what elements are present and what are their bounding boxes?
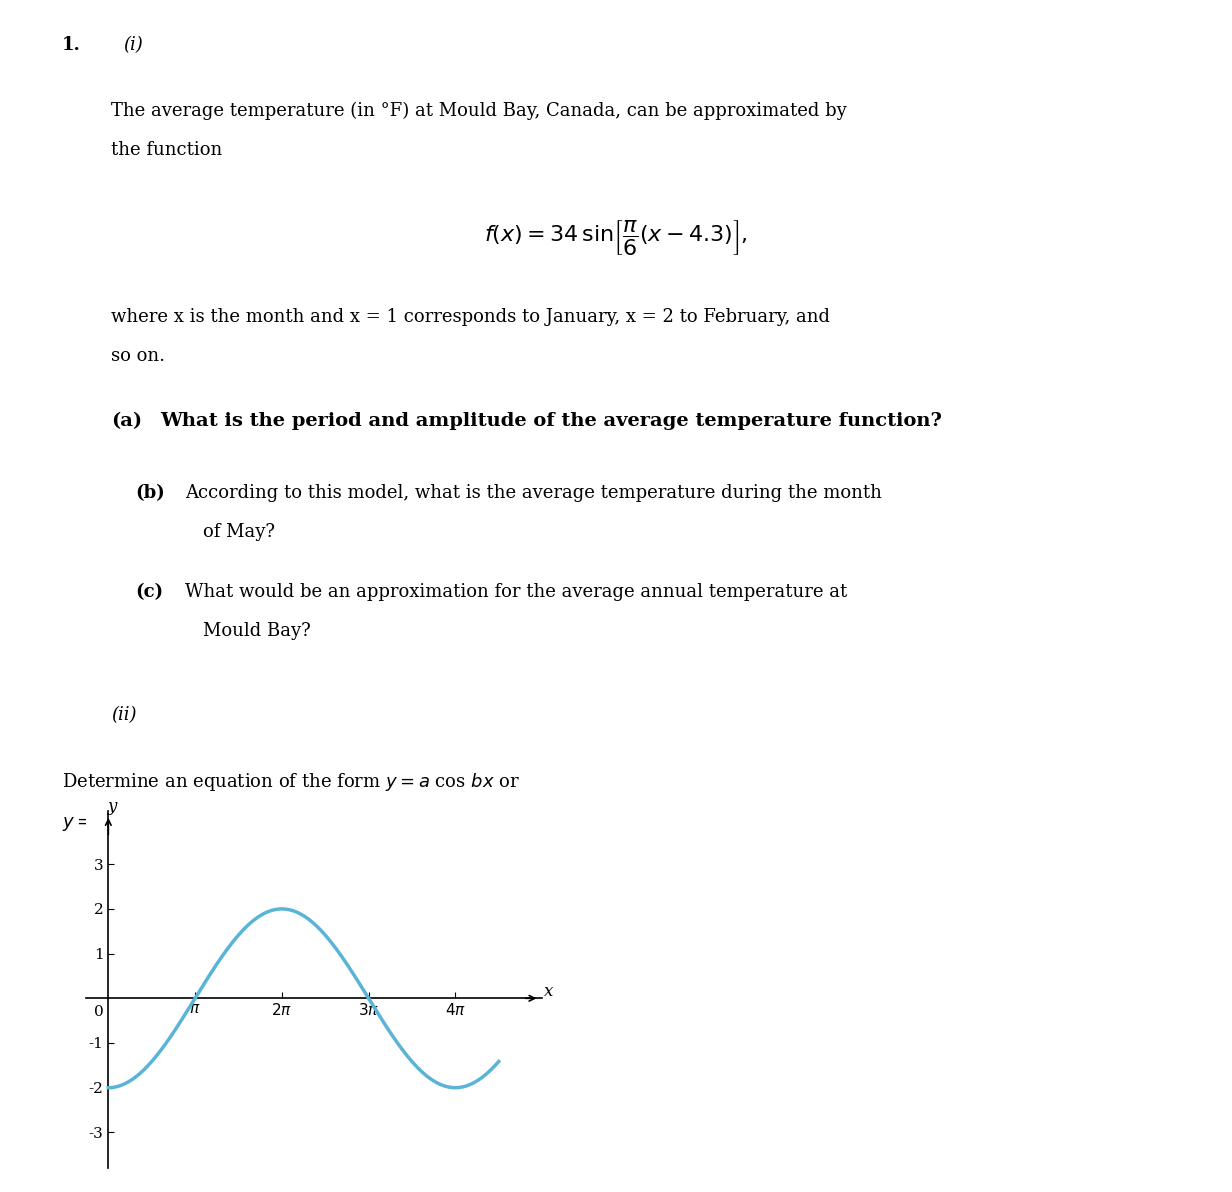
Text: y: y <box>107 797 117 815</box>
Text: According to this model, what is the average temperature during the month: According to this model, what is the ave… <box>185 484 882 502</box>
Text: where x is the month and x = 1 corresponds to January, x = 2 to February, and: where x is the month and x = 1 correspon… <box>111 308 830 325</box>
Text: What is the period and amplitude of the average temperature function?: What is the period and amplitude of the … <box>160 412 942 430</box>
Text: (a): (a) <box>111 412 142 430</box>
Text: 0: 0 <box>94 1005 103 1019</box>
Text: Mould Bay?: Mould Bay? <box>203 622 310 640</box>
Text: (c): (c) <box>136 583 164 601</box>
Text: Determine an equation of the form $y = a$ cos $bx$ or: Determine an equation of the form $y = a… <box>62 771 520 793</box>
Text: The average temperature (in °F) at Mould Bay, Canada, can be approximated by: The average temperature (in °F) at Mould… <box>111 101 846 119</box>
Text: $f(x) = 34\,\sin\!\left[\dfrac{\pi}{6}(x - 4.3)\right],$: $f(x) = 34\,\sin\!\left[\dfrac{\pi}{6}(x… <box>484 218 748 257</box>
Text: 1.: 1. <box>62 36 80 54</box>
Text: (ii): (ii) <box>111 706 137 724</box>
Text: $y = a$ sin $bx$, where $b > 0$, for the given graph.: $y = a$ sin $bx$, where $b > 0$, for the… <box>62 811 479 832</box>
Text: so on.: so on. <box>111 347 165 365</box>
Text: x: x <box>543 983 553 1000</box>
Text: (i): (i) <box>123 36 143 54</box>
Text: What would be an approximation for the average annual temperature at: What would be an approximation for the a… <box>185 583 848 601</box>
Text: the function: the function <box>111 141 222 159</box>
Text: of May?: of May? <box>203 523 275 541</box>
Text: (b): (b) <box>136 484 165 502</box>
